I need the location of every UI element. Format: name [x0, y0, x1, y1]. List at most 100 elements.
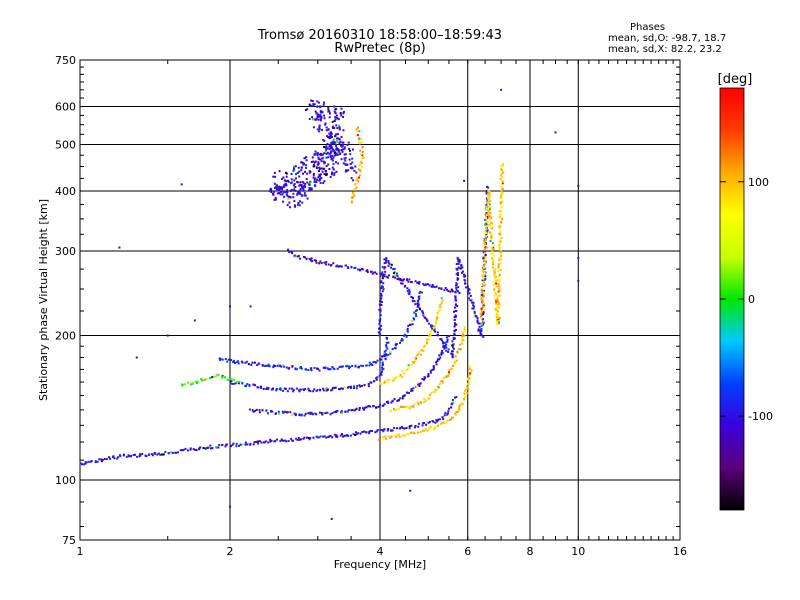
- echo-point: [496, 311, 499, 314]
- echo-point: [361, 156, 364, 159]
- echo-point: [500, 88, 503, 91]
- echo-point: [377, 405, 380, 408]
- echo-point: [300, 367, 303, 370]
- echo-point: [490, 216, 493, 219]
- echo-point: [379, 358, 382, 361]
- echo-point: [394, 377, 397, 380]
- echo-point: [421, 424, 424, 427]
- echo-point: [323, 261, 326, 264]
- echo-point: [380, 303, 383, 306]
- echo-point: [358, 169, 361, 172]
- echo-point: [380, 287, 383, 290]
- echo-point: [468, 297, 471, 300]
- echo-point: [354, 365, 357, 368]
- echo-point: [333, 433, 336, 436]
- x-tick-label: 1: [77, 545, 84, 558]
- echo-point: [270, 439, 273, 442]
- echo-point: [359, 432, 362, 435]
- echo-point: [489, 211, 492, 214]
- echo-point: [302, 189, 305, 192]
- echo-point: [273, 190, 276, 193]
- echo-point: [180, 183, 183, 186]
- echo-point: [302, 182, 305, 185]
- echo-point: [458, 408, 461, 411]
- echo-point: [402, 433, 405, 436]
- echo-point: [329, 152, 332, 155]
- echo-point: [496, 322, 499, 325]
- chart-title: Tromsø 20160310 18:58:00–18:59:43: [257, 28, 503, 43]
- echo-point: [485, 190, 488, 193]
- echo-point: [385, 354, 388, 357]
- echo-point: [441, 421, 444, 424]
- echo-point: [454, 297, 457, 300]
- echo-point: [483, 240, 486, 243]
- echo-point: [443, 289, 446, 292]
- echo-point: [320, 115, 323, 118]
- echo-point: [270, 191, 273, 194]
- echo-point: [358, 130, 361, 133]
- echo-point: [487, 189, 490, 192]
- echo-point: [458, 348, 461, 351]
- echo-point: [498, 288, 501, 291]
- echo-point: [316, 163, 319, 166]
- echo-point: [409, 489, 412, 492]
- echo-point: [422, 378, 425, 381]
- echo-point: [387, 341, 390, 344]
- echo-point: [368, 430, 371, 433]
- echo-point: [331, 166, 334, 169]
- echo-point: [166, 334, 169, 337]
- echo-point: [480, 322, 483, 325]
- echo-point: [319, 388, 322, 391]
- echo-point: [317, 158, 320, 161]
- echo-point: [360, 385, 363, 388]
- echo-point: [482, 305, 485, 308]
- echo-point: [498, 289, 501, 292]
- echo-point: [182, 448, 185, 451]
- echo-point: [397, 277, 400, 280]
- echo-point: [501, 182, 504, 185]
- echo-point: [284, 439, 287, 442]
- echo-point: [310, 257, 313, 260]
- echo-point: [499, 254, 502, 257]
- echo-point: [347, 141, 350, 144]
- echo-point: [424, 399, 427, 402]
- echo-point: [284, 182, 287, 185]
- echo-point: [483, 243, 486, 246]
- echo-point: [257, 386, 260, 389]
- echo-point: [299, 388, 302, 391]
- echo-point: [291, 365, 294, 368]
- echo-point: [338, 149, 341, 152]
- echo-point: [423, 429, 426, 432]
- echo-point: [386, 429, 389, 432]
- echo-point: [405, 279, 408, 282]
- echo-point: [393, 426, 396, 429]
- echo-point: [348, 149, 351, 152]
- echo-point: [453, 333, 456, 336]
- echo-point: [314, 177, 317, 180]
- echo-point: [463, 399, 466, 402]
- echo-point: [494, 298, 497, 301]
- echo-point: [432, 285, 435, 288]
- echo-point: [501, 206, 504, 209]
- echo-point: [287, 440, 290, 443]
- echo-point: [483, 223, 486, 226]
- echo-point: [414, 359, 417, 362]
- echo-point: [482, 323, 485, 326]
- echo-point: [436, 311, 439, 314]
- echo-point: [473, 310, 476, 313]
- echo-point: [223, 376, 226, 379]
- echo-point: [221, 375, 224, 378]
- echo-point: [422, 282, 425, 285]
- echo-point: [414, 356, 417, 359]
- echo-point: [377, 438, 380, 441]
- echo-point: [272, 387, 275, 390]
- echo-point: [445, 346, 448, 349]
- echo-point: [324, 263, 327, 266]
- echo-point: [383, 350, 386, 353]
- echo-point: [406, 329, 409, 332]
- echo-point: [330, 173, 333, 176]
- echo-point: [499, 273, 502, 276]
- echo-point: [313, 118, 316, 121]
- echo-point: [344, 386, 347, 389]
- echo-point: [319, 260, 322, 263]
